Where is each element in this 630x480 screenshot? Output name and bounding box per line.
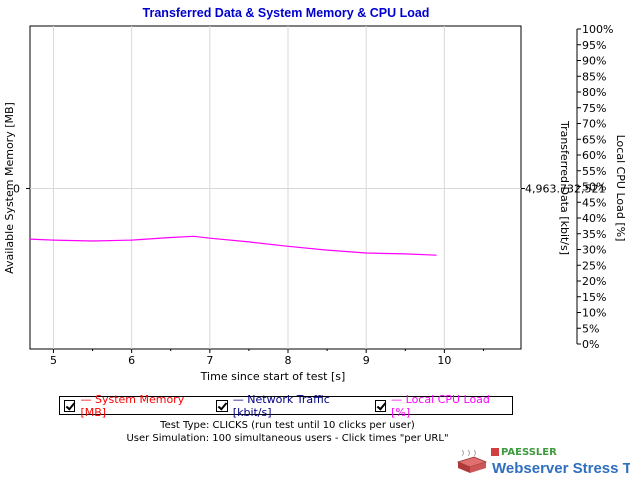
- brand-company: PAESSLER: [491, 447, 557, 458]
- y-axis-label-left: Available System Memory [MB]: [3, 102, 16, 274]
- cpu-tick-label: 100%: [582, 23, 613, 36]
- axes: 5 6 7 8 9 10 0 4,963.732,521 0% 5% 10% 15% 20% 25% 30%…: [13, 23, 613, 367]
- footer-test-type: Test Type: CLICKS (run test until 10 cli…: [160, 420, 415, 431]
- server-logo-icon: [456, 449, 488, 473]
- footer-user-simulation: User Simulation: 100 simultaneous users …: [126, 433, 449, 444]
- x-tick-label: 7: [206, 354, 213, 367]
- series-layer: [29, 235, 437, 256]
- legend-label-cpu-load: — Local CPU Load [%]: [391, 392, 490, 419]
- cpu-tick-label: 10%: [582, 307, 606, 320]
- x-tick-label: 10: [437, 354, 451, 367]
- y-tick-label-right-inner: 4,963.732,521: [525, 183, 605, 196]
- cpu-tick-label: 70%: [582, 118, 606, 131]
- cpu-tick-label: 65%: [582, 133, 606, 146]
- y-tick-label-left: 0: [13, 183, 20, 196]
- x-tick-label: 9: [363, 354, 370, 367]
- cpu-tick-label: 95%: [582, 39, 606, 52]
- brand-product: Webserver Stress Tool: [492, 460, 630, 477]
- legend-checkbox-network-traffic[interactable]: [216, 399, 228, 412]
- plot-area: [29, 25, 522, 350]
- x-axis-label: Time since start of test [s]: [200, 370, 346, 383]
- cpu-tick-label: 75%: [582, 102, 606, 115]
- y-axis-label-right-inner: Transferred Data [kbit/s]: [558, 120, 571, 255]
- cpu-tick-label: 50%: [582, 181, 606, 194]
- x-tick-label: 8: [285, 354, 292, 367]
- cpu-tick-label: 15%: [582, 291, 606, 304]
- cpu-tick-label: 45%: [582, 196, 606, 209]
- cpu-tick-label: 5%: [582, 322, 599, 335]
- grid: [30, 26, 521, 349]
- legend-checkbox-cpu-load[interactable]: [374, 399, 387, 412]
- x-tick-label: 5: [50, 354, 57, 367]
- cpu-tick-label: 30%: [582, 244, 606, 257]
- cpu-tick-label: 60%: [582, 149, 606, 162]
- paessler-mark-icon: [491, 448, 499, 456]
- cpu-tick-label: 55%: [582, 165, 606, 178]
- legend-item-network-traffic[interactable]: — Network Traffic [kbit/s]: [216, 393, 364, 419]
- cpu-tick-label: 25%: [582, 259, 606, 272]
- legend-item-cpu-load[interactable]: — Local CPU Load [%]: [374, 392, 506, 419]
- cpu-tick-label: 90%: [582, 55, 606, 68]
- chart-title: Transferred Data & System Memory & CPU L…: [143, 6, 430, 20]
- cpu-tick-label: 35%: [582, 228, 606, 241]
- legend-label-network-traffic: — Network Traffic [kbit/s]: [232, 392, 330, 419]
- legend-checkbox-system-memory[interactable]: [64, 399, 76, 412]
- cpu-tick-label: 20%: [582, 275, 606, 288]
- legend-item-system-memory[interactable]: — System Memory [MB]: [64, 393, 206, 419]
- cpu-tick-label: 0%: [582, 338, 599, 351]
- cpu-tick-label: 85%: [582, 70, 606, 83]
- cpu-tick-label: 40%: [582, 212, 606, 225]
- series-line-cpu-load: [29, 235, 437, 256]
- cpu-tick-label: 80%: [582, 86, 606, 99]
- legend-label-system-memory: — System Memory [MB]: [80, 392, 185, 419]
- x-tick-label: 6: [128, 354, 135, 367]
- legend: — System Memory [MB] — Network Traffic […: [59, 393, 513, 419]
- y-axis-label-right-outer: Local CPU Load [%]: [614, 135, 627, 242]
- brand-company-text: PAESSLER: [501, 447, 557, 458]
